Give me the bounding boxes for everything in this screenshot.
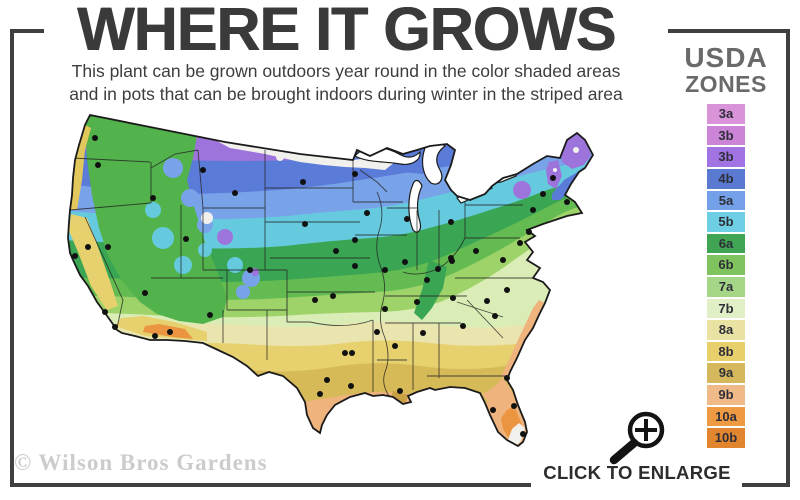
subtitle: This plant can be grown outdoors year ro… xyxy=(10,60,682,106)
frame-top-right-segment xyxy=(668,29,790,33)
frame-right-border xyxy=(786,29,790,487)
zone-tile-10b: 10b xyxy=(707,428,745,448)
frame-bottom-left-segment xyxy=(10,483,531,487)
legend-heading-usda: USDA xyxy=(684,42,768,73)
zone-tile-6b: 6b xyxy=(707,255,745,275)
us-outline xyxy=(67,113,595,448)
zone-tile-7a: 7a xyxy=(707,277,745,297)
magnifying-glass-plus-icon[interactable] xyxy=(603,406,673,468)
zone-list: 3a 3b 3b 4b 5a 5b 6a 6b 7a 7b 8a 8b 9a 9b 10a 10b xyxy=(707,104,745,448)
zone-tile-4b: 4b xyxy=(707,169,745,189)
us-map-svg xyxy=(67,113,595,448)
frame-bottom-right-segment xyxy=(742,483,790,487)
hardiness-zone-map[interactable] xyxy=(55,110,600,455)
watermark: © Wilson Bros Gardens xyxy=(14,450,268,475)
zone-tile-8a: 8a xyxy=(707,320,745,340)
zone-tile-3b: 3b xyxy=(707,147,745,167)
zone-tile-7b: 7b xyxy=(707,298,745,319)
zone-tile-8b: 8b xyxy=(707,341,745,362)
frame-top-left-segment xyxy=(10,29,44,33)
usda-zones-legend: USDA ZONES 3a 3b 3b 4b 5a 5b 6a 6b 7a 7b 8a 8b 9a 9b 1… xyxy=(675,44,777,450)
subtitle-line-2: and in pots that can be brought indoors … xyxy=(69,83,623,104)
frame-left-border xyxy=(10,29,14,487)
legend-heading-zones: ZONES xyxy=(685,71,767,97)
click-to-enlarge-button[interactable]: CLICK TO ENLARGE xyxy=(543,462,731,483)
page-title: WHERE IT GROWS xyxy=(76,0,616,63)
city-dots xyxy=(72,135,570,437)
subtitle-line-1: This plant can be grown outdoors year ro… xyxy=(71,61,621,81)
zone-tile-5a: 5a xyxy=(707,190,745,211)
zone-tile-9a: 9a xyxy=(707,363,745,383)
zone-tile-3a: 3a xyxy=(707,104,745,124)
zone-tile-9b: 9b xyxy=(707,385,745,405)
state-borders xyxy=(69,149,547,397)
zone-tile-3b: 3b xyxy=(707,125,745,146)
zone-tile-10a: 10a xyxy=(707,406,745,427)
zone-tile-6a: 6a xyxy=(707,233,745,254)
zone-tile-5b: 5b xyxy=(707,212,745,232)
